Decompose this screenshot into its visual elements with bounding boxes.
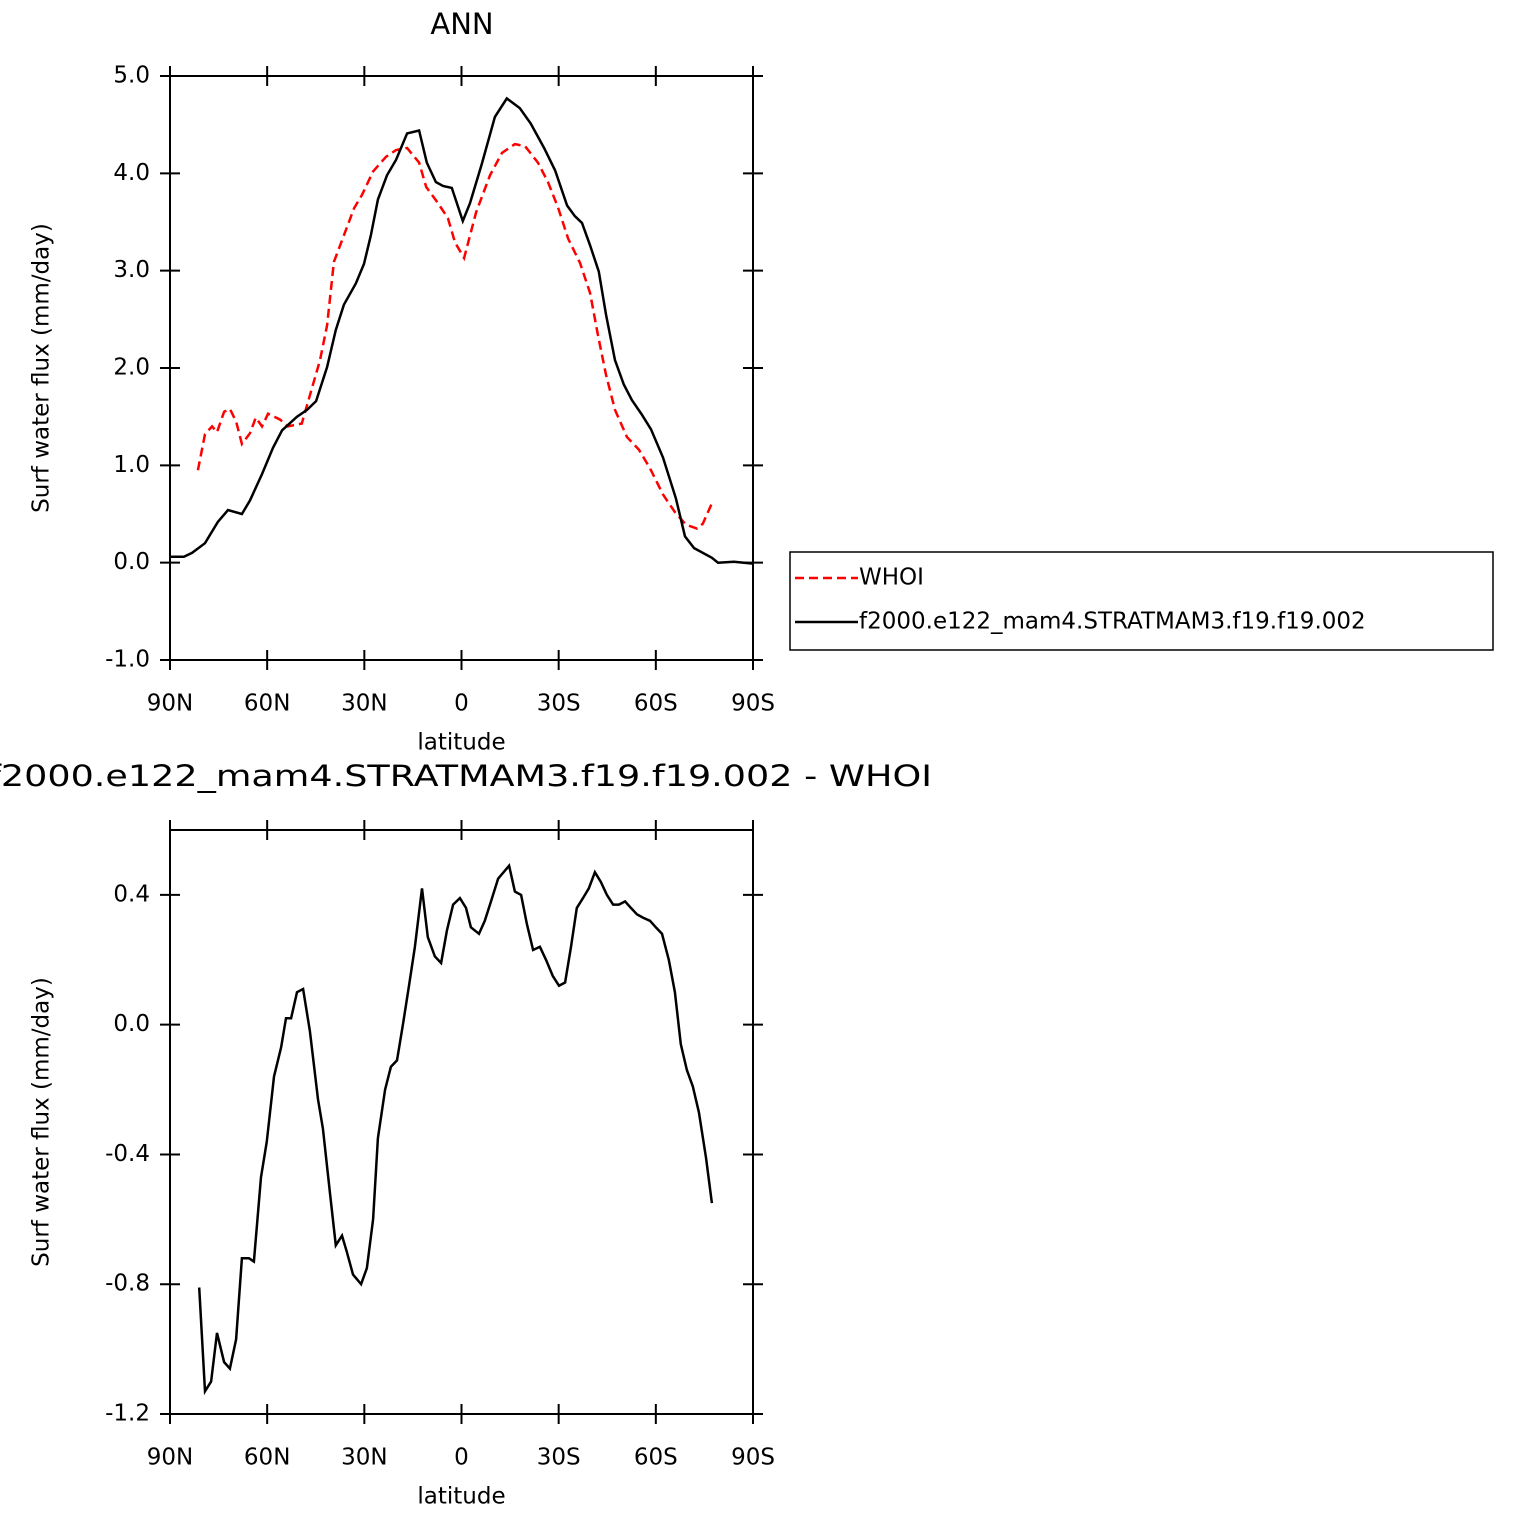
y-tick-label: 5.0 — [113, 63, 150, 89]
x-tick-label: 60S — [634, 1445, 678, 1471]
x-tick-label: 90S — [731, 1445, 775, 1471]
x-tick-label: 60N — [244, 691, 290, 717]
data-line — [196, 142, 714, 531]
x-tick-label: 30N — [341, 691, 387, 717]
y-tick-label: -0.4 — [105, 1141, 150, 1167]
y-tick-label: -0.8 — [105, 1271, 150, 1297]
x-tick-label: 90N — [147, 1445, 193, 1471]
y-axis-label: Surf water flux (mm/day) — [29, 223, 55, 513]
legend-box — [789, 551, 1494, 651]
y-tick-label: 0.0 — [113, 1011, 150, 1037]
y-tick-label: -1.0 — [105, 647, 150, 673]
x-tick-label: 0 — [454, 691, 469, 717]
x-tick-label: 60S — [634, 691, 678, 717]
data-line — [197, 862, 714, 1396]
x-tick-label: 0 — [454, 1445, 469, 1471]
y-axis-label: Surf water flux (mm/day) — [29, 977, 55, 1267]
x-tick-label: 90N — [147, 691, 193, 717]
x-tick-label: 30S — [537, 1445, 581, 1471]
y-tick-label: 2.0 — [113, 355, 150, 381]
y-tick-label: 0.4 — [113, 881, 150, 907]
x-tick-label: 30N — [341, 1445, 387, 1471]
legend-label: WHOI — [859, 565, 924, 591]
data-line — [170, 96, 754, 565]
x-axis-label: latitude — [417, 730, 505, 756]
y-tick-label: 4.0 — [113, 160, 150, 186]
x-axis-label: latitude — [417, 1484, 505, 1510]
y-tick-label: 0.0 — [113, 549, 150, 575]
x-tick-label: 60N — [244, 1445, 290, 1471]
y-tick-label: 1.0 — [113, 452, 150, 478]
y-tick-label: 3.0 — [113, 257, 150, 283]
chart-title: ANN — [430, 7, 493, 41]
y-tick-label: -1.2 — [105, 1401, 150, 1427]
chart-title: f2000.e122_mam4.STRATMAM3.f19.f19.002 - … — [0, 759, 932, 793]
x-tick-label: 90S — [731, 691, 775, 717]
legend-label: f2000.e122_mam4.STRATMAM3.f19.f19.002 — [859, 609, 1366, 635]
x-tick-label: 30S — [537, 691, 581, 717]
